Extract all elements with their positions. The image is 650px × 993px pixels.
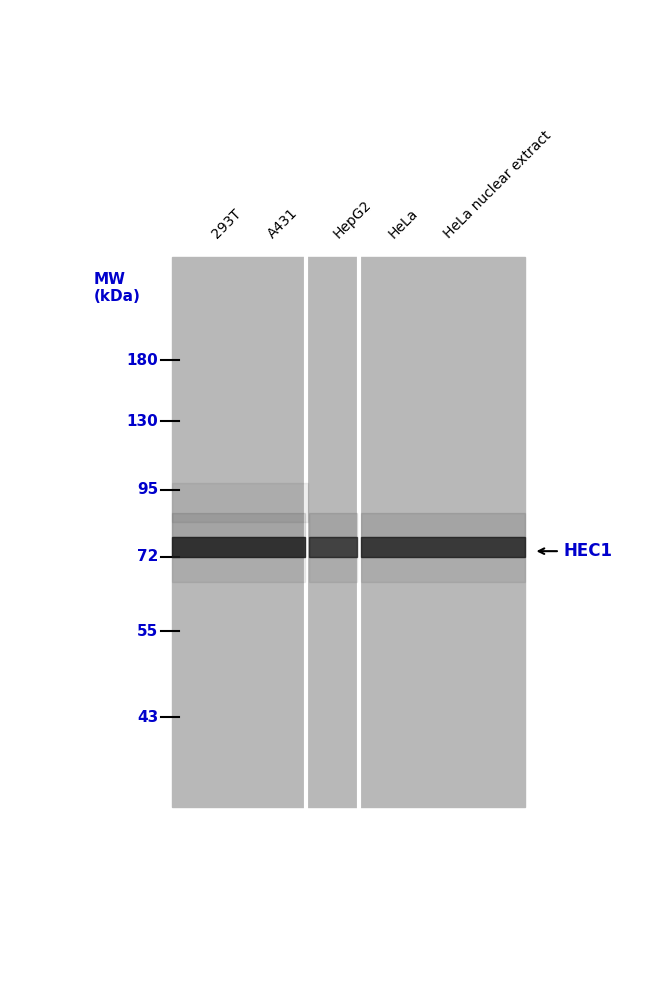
Text: 130: 130	[127, 414, 159, 429]
Bar	[361, 512, 525, 537]
Point	[176, 711, 183, 723]
Bar	[172, 557, 306, 582]
Text: 180: 180	[127, 353, 159, 367]
Point	[355, 801, 363, 813]
Text: 72: 72	[137, 549, 159, 564]
Text: HeLa nuclear extract: HeLa nuclear extract	[441, 129, 554, 241]
Point	[176, 355, 183, 366]
Point	[302, 251, 310, 263]
Point	[157, 484, 164, 496]
Bar	[309, 537, 358, 557]
Point	[157, 711, 164, 723]
Text: 293T: 293T	[210, 207, 244, 241]
Bar	[361, 537, 525, 557]
Text: HepG2: HepG2	[331, 199, 374, 241]
Text: HeLa: HeLa	[386, 207, 421, 241]
Point	[157, 626, 164, 638]
Bar	[172, 257, 525, 807]
Bar	[172, 483, 308, 522]
Bar	[172, 512, 306, 537]
Point	[302, 801, 310, 813]
Bar	[309, 512, 358, 537]
Bar	[172, 537, 306, 557]
Text: 95: 95	[137, 483, 159, 497]
Point	[157, 355, 164, 366]
Point	[355, 251, 363, 263]
Point	[176, 550, 183, 562]
Bar	[309, 557, 358, 582]
Text: HEC1: HEC1	[564, 542, 613, 560]
Text: A431: A431	[265, 207, 300, 241]
Text: MW
(kDa): MW (kDa)	[94, 272, 140, 305]
Point	[157, 415, 164, 427]
Point	[176, 415, 183, 427]
Point	[176, 484, 183, 496]
Text: 55: 55	[137, 624, 159, 638]
Text: 43: 43	[137, 710, 159, 725]
Bar	[361, 557, 525, 582]
Point	[176, 626, 183, 638]
Point	[157, 550, 164, 562]
